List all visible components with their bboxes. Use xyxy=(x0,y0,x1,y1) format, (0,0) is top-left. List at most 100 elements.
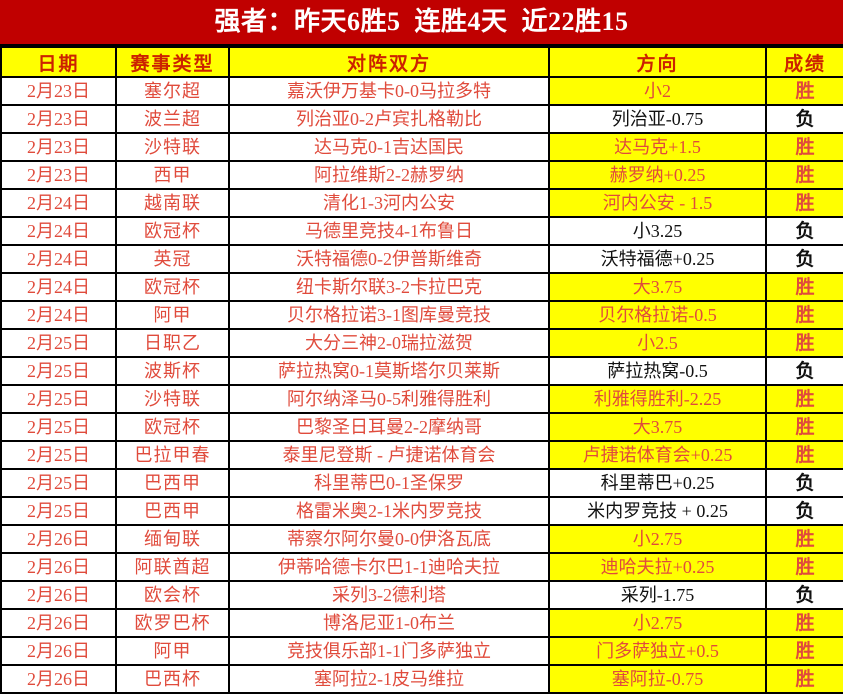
cell-direction: 利雅得胜利-2.25 xyxy=(548,384,767,414)
cell-date: 2月26日 xyxy=(0,552,117,582)
cell-result: 胜 xyxy=(765,664,843,694)
cell-date: 2月25日 xyxy=(0,412,117,442)
cell-match: 伊蒂哈德卡尔巴1-1迪哈夫拉 xyxy=(228,552,550,582)
cell-result: 胜 xyxy=(765,272,843,302)
cell-direction: 大3.75 xyxy=(548,412,767,442)
cell-date: 2月24日 xyxy=(0,272,117,302)
cell-result: 胜 xyxy=(765,608,843,638)
cell-league: 波兰超 xyxy=(115,104,230,134)
banner-title: 强者：昨天6胜5 连胜4天 近22胜15 xyxy=(214,7,629,36)
cell-date: 2月25日 xyxy=(0,468,117,498)
table-row: 2月24日 越南联 清化1-3河内公安 河内公安 - 1.5 胜 xyxy=(0,188,843,218)
cell-match: 巴黎圣日耳曼2-2摩纳哥 xyxy=(228,412,550,442)
cell-direction: 迪哈夫拉+0.25 xyxy=(548,552,767,582)
cell-match: 沃特福德0-2伊普斯维奇 xyxy=(228,244,550,274)
cell-match: 博洛尼亚1-0布兰 xyxy=(228,608,550,638)
cell-direction: 塞阿拉-0.75 xyxy=(548,664,767,694)
cell-direction: 萨拉热窝-0.5 xyxy=(548,356,767,386)
cell-date: 2月25日 xyxy=(0,496,117,526)
cell-match: 达马克0-1吉达国民 xyxy=(228,132,550,162)
cell-league: 缅甸联 xyxy=(115,524,230,554)
cell-league: 欧冠杯 xyxy=(115,216,230,246)
cell-match: 萨拉热窝0-1莫斯塔尔贝莱斯 xyxy=(228,356,550,386)
cell-match: 马德里竞技4-1布鲁日 xyxy=(228,216,550,246)
cell-league: 阿甲 xyxy=(115,300,230,330)
cell-date: 2月24日 xyxy=(0,244,117,274)
cell-league: 阿联酋超 xyxy=(115,552,230,582)
cell-date: 2月26日 xyxy=(0,608,117,638)
column-header-direction: 方向 xyxy=(548,46,767,78)
cell-date: 2月25日 xyxy=(0,384,117,414)
cell-date: 2月23日 xyxy=(0,104,117,134)
cell-result: 负 xyxy=(765,356,843,386)
cell-match: 采列3-2德利塔 xyxy=(228,580,550,610)
title-banner: 强者：昨天6胜5 连胜4天 近22胜15 xyxy=(0,0,843,46)
cell-match: 塞阿拉2-1皮马维拉 xyxy=(228,664,550,694)
cell-direction: 采列-1.75 xyxy=(548,580,767,610)
table-row: 2月26日 欧会杯 采列3-2德利塔 采列-1.75 负 xyxy=(0,580,843,610)
cell-match: 大分三神2-0瑞拉滋贺 xyxy=(228,328,550,358)
cell-match: 列治亚0-2卢宾扎格勒比 xyxy=(228,104,550,134)
cell-date: 2月24日 xyxy=(0,300,117,330)
cell-match: 格雷米奥2-1米内罗竞技 xyxy=(228,496,550,526)
column-header-match: 对阵双方 xyxy=(228,46,550,78)
cell-match: 阿尔纳泽马0-5利雅得胜利 xyxy=(228,384,550,414)
table-row: 2月26日 巴西杯 塞阿拉2-1皮马维拉 塞阿拉-0.75 胜 xyxy=(0,664,843,694)
column-header-date: 日期 xyxy=(0,46,117,78)
table-row: 2月26日 欧罗巴杯 博洛尼亚1-0布兰 小2.75 胜 xyxy=(0,608,843,638)
cell-result: 负 xyxy=(765,496,843,526)
table-row: 2月23日 西甲 阿拉维斯2-2赫罗纳 赫罗纳+0.25 胜 xyxy=(0,160,843,190)
table-row: 2月26日 缅甸联 蒂察尔阿尔曼0-0伊洛瓦底 小2.75 胜 xyxy=(0,524,843,554)
cell-result: 负 xyxy=(765,216,843,246)
cell-date: 2月23日 xyxy=(0,132,117,162)
cell-direction: 科里蒂巴+0.25 xyxy=(548,468,767,498)
cell-direction: 卢捷诺体育会+0.25 xyxy=(548,440,767,470)
cell-date: 2月25日 xyxy=(0,328,117,358)
cell-league: 巴西甲 xyxy=(115,468,230,498)
cell-direction: 小2.75 xyxy=(548,608,767,638)
cell-date: 2月26日 xyxy=(0,580,117,610)
cell-result: 胜 xyxy=(765,384,843,414)
cell-league: 西甲 xyxy=(115,160,230,190)
table-row: 2月24日 英冠 沃特福德0-2伊普斯维奇 沃特福德+0.25 负 xyxy=(0,244,843,274)
table-row: 2月24日 阿甲 贝尔格拉诺3-1图库曼竞技 贝尔格拉诺-0.5 胜 xyxy=(0,300,843,330)
cell-league: 英冠 xyxy=(115,244,230,274)
cell-match: 纽卡斯尔联3-2卡拉巴克 xyxy=(228,272,550,302)
cell-direction: 小3.25 xyxy=(548,216,767,246)
cell-result: 胜 xyxy=(765,188,843,218)
header-row: 日期 赛事类型 对阵双方 方向 成绩 xyxy=(0,46,843,78)
cell-league: 欧罗巴杯 xyxy=(115,608,230,638)
cell-match: 嘉沃伊万基卡0-0马拉多特 xyxy=(228,76,550,106)
cell-direction: 达马克+1.5 xyxy=(548,132,767,162)
cell-direction: 贝尔格拉诺-0.5 xyxy=(548,300,767,330)
table-row: 2月25日 波斯杯 萨拉热窝0-1莫斯塔尔贝莱斯 萨拉热窝-0.5 负 xyxy=(0,356,843,386)
table-row: 2月25日 欧冠杯 巴黎圣日耳曼2-2摩纳哥 大3.75 胜 xyxy=(0,412,843,442)
table-body: 2月23日 塞尔超 嘉沃伊万基卡0-0马拉多特 小2 胜 2月23日 波兰超 列治亚0-2卢宾… xyxy=(0,76,843,694)
cell-league: 阿甲 xyxy=(115,636,230,666)
table-row: 2月23日 塞尔超 嘉沃伊万基卡0-0马拉多特 小2 胜 xyxy=(0,76,843,106)
cell-league: 沙特联 xyxy=(115,132,230,162)
table-row: 2月25日 沙特联 阿尔纳泽马0-5利雅得胜利 利雅得胜利-2.25 胜 xyxy=(0,384,843,414)
cell-date: 2月26日 xyxy=(0,636,117,666)
cell-result: 胜 xyxy=(765,552,843,582)
cell-league: 沙特联 xyxy=(115,384,230,414)
cell-direction: 门多萨独立+0.5 xyxy=(548,636,767,666)
table-row: 2月26日 阿甲 竞技俱乐部1-1门多萨独立 门多萨独立+0.5 胜 xyxy=(0,636,843,666)
cell-match: 泰里尼登斯 - 卢捷诺体育会 xyxy=(228,440,550,470)
cell-match: 贝尔格拉诺3-1图库曼竞技 xyxy=(228,300,550,330)
cell-league: 巴西甲 xyxy=(115,496,230,526)
cell-league: 欧冠杯 xyxy=(115,272,230,302)
column-header-result: 成绩 xyxy=(765,46,843,78)
cell-result: 胜 xyxy=(765,132,843,162)
cell-match: 阿拉维斯2-2赫罗纳 xyxy=(228,160,550,190)
cell-direction: 小2.5 xyxy=(548,328,767,358)
cell-result: 胜 xyxy=(765,412,843,442)
cell-league: 越南联 xyxy=(115,188,230,218)
table-row: 2月23日 波兰超 列治亚0-2卢宾扎格勒比 列治亚-0.75 负 xyxy=(0,104,843,134)
cell-result: 胜 xyxy=(765,524,843,554)
table-row: 2月25日 巴拉甲春 泰里尼登斯 - 卢捷诺体育会 卢捷诺体育会+0.25 胜 xyxy=(0,440,843,470)
cell-league: 欧会杯 xyxy=(115,580,230,610)
cell-direction: 河内公安 - 1.5 xyxy=(548,188,767,218)
cell-result: 负 xyxy=(765,468,843,498)
